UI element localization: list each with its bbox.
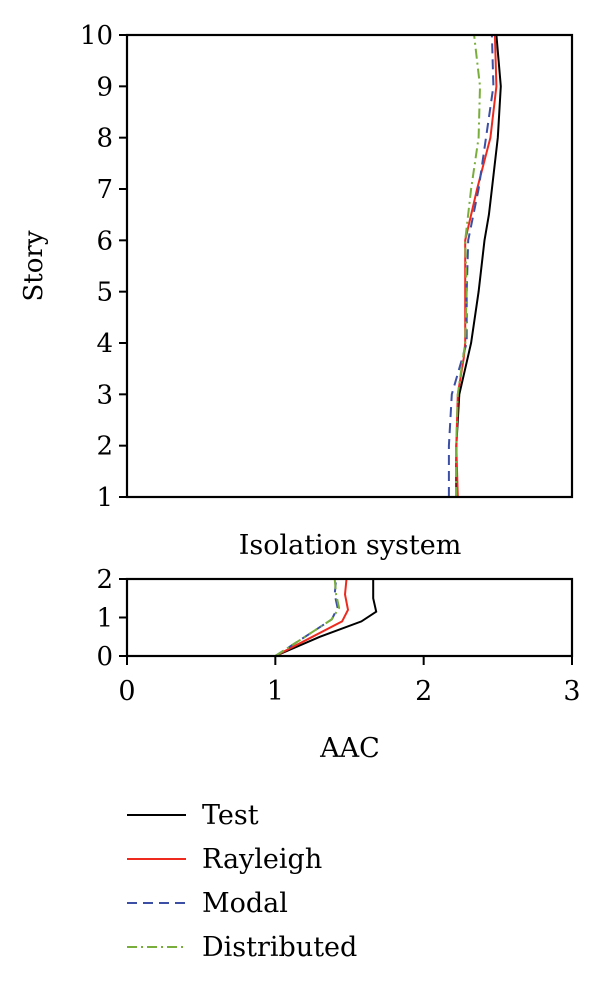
lower-y-tick-label: 2	[96, 565, 113, 595]
upper-y-tick-label: 9	[96, 72, 113, 102]
x-tick-label: 2	[415, 676, 432, 707]
lower-y-tick-label: 1	[96, 604, 113, 634]
upper-plot-frame	[125, 33, 574, 499]
upper-series-line-test	[455, 34, 502, 497]
lower-y-tick-label: 0	[96, 642, 113, 672]
upper-series-layer	[447, 34, 502, 498]
upper-y-tick-label: 2	[96, 432, 113, 462]
legend-label-test: Test	[202, 800, 259, 831]
x-tick-label: 1	[267, 676, 284, 707]
x-axis-label: AAC	[319, 733, 380, 764]
upper-y-ticks: 1 2 3 4 5 6 7 8 9 10	[80, 21, 127, 513]
upper-y-tick-label: 7	[96, 175, 113, 205]
upper-series-line-rayleigh	[455, 34, 498, 498]
upper-y-tick-label: 10	[80, 21, 113, 51]
upper-y-tick-label: 1	[96, 483, 113, 513]
x-tick-label: 0	[118, 676, 135, 707]
upper-series-line-distributed	[455, 34, 482, 497]
lower-series-line-distributed	[274, 578, 341, 657]
upper-y-axis-label: Story	[19, 230, 49, 301]
legend-label-modal: Modal	[202, 888, 288, 919]
lower-x-ticks: 0 1 2 3	[118, 656, 581, 707]
upper-series-line-modal	[447, 34, 495, 497]
legend-label-distributed: Distributed	[202, 932, 357, 963]
lower-plot-frame	[125, 577, 574, 658]
lower-series-line-rayleigh	[274, 578, 350, 657]
upper-y-tick-label: 5	[96, 278, 113, 308]
lower-panel: Isolation system 0 1 2 0 1 2 3 AAC	[96, 530, 580, 764]
lower-panel-title: Isolation system	[239, 530, 462, 561]
legend-label-rayleigh: Rayleigh	[202, 844, 322, 875]
lower-y-ticks: 0 1 2	[96, 565, 127, 672]
legend: Test Rayleigh Modal Distributed	[127, 800, 357, 963]
lower-series-layer	[274, 578, 378, 657]
lower-series-line-modal	[274, 578, 339, 657]
upper-y-tick-label: 3	[96, 380, 113, 410]
lower-series-line-test	[274, 579, 378, 657]
upper-y-tick-label: 6	[96, 226, 113, 256]
upper-panel: 1 2 3 4 5 6 7 8 9 10 Story	[19, 21, 574, 513]
upper-y-tick-label: 8	[96, 124, 113, 154]
upper-y-tick-label: 4	[96, 329, 113, 359]
x-tick-label: 3	[563, 676, 580, 707]
